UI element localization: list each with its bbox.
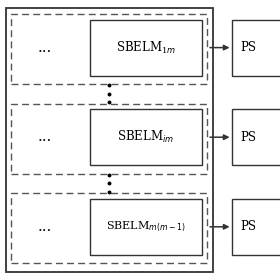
Text: ...: ... bbox=[38, 220, 52, 234]
Bar bbox=[11, 193, 207, 263]
Text: PS: PS bbox=[241, 41, 257, 54]
Bar bbox=[6, 8, 213, 272]
Text: ...: ... bbox=[38, 130, 52, 144]
Bar bbox=[232, 109, 280, 165]
Text: ...: ... bbox=[38, 41, 52, 55]
Bar bbox=[11, 104, 207, 174]
Bar bbox=[232, 20, 280, 76]
Text: SBELM$_{im}$: SBELM$_{im}$ bbox=[117, 129, 174, 145]
Bar bbox=[232, 199, 280, 255]
Bar bbox=[90, 199, 202, 255]
Bar bbox=[90, 20, 202, 76]
Text: PS: PS bbox=[241, 131, 257, 144]
Bar bbox=[11, 14, 207, 84]
Bar bbox=[90, 109, 202, 165]
Text: SBELM$_{m(m-1)}$: SBELM$_{m(m-1)}$ bbox=[106, 220, 186, 234]
Text: PS: PS bbox=[241, 220, 257, 233]
Text: SBELM$_{\mathregular{1}m}$: SBELM$_{\mathregular{1}m}$ bbox=[116, 39, 176, 56]
